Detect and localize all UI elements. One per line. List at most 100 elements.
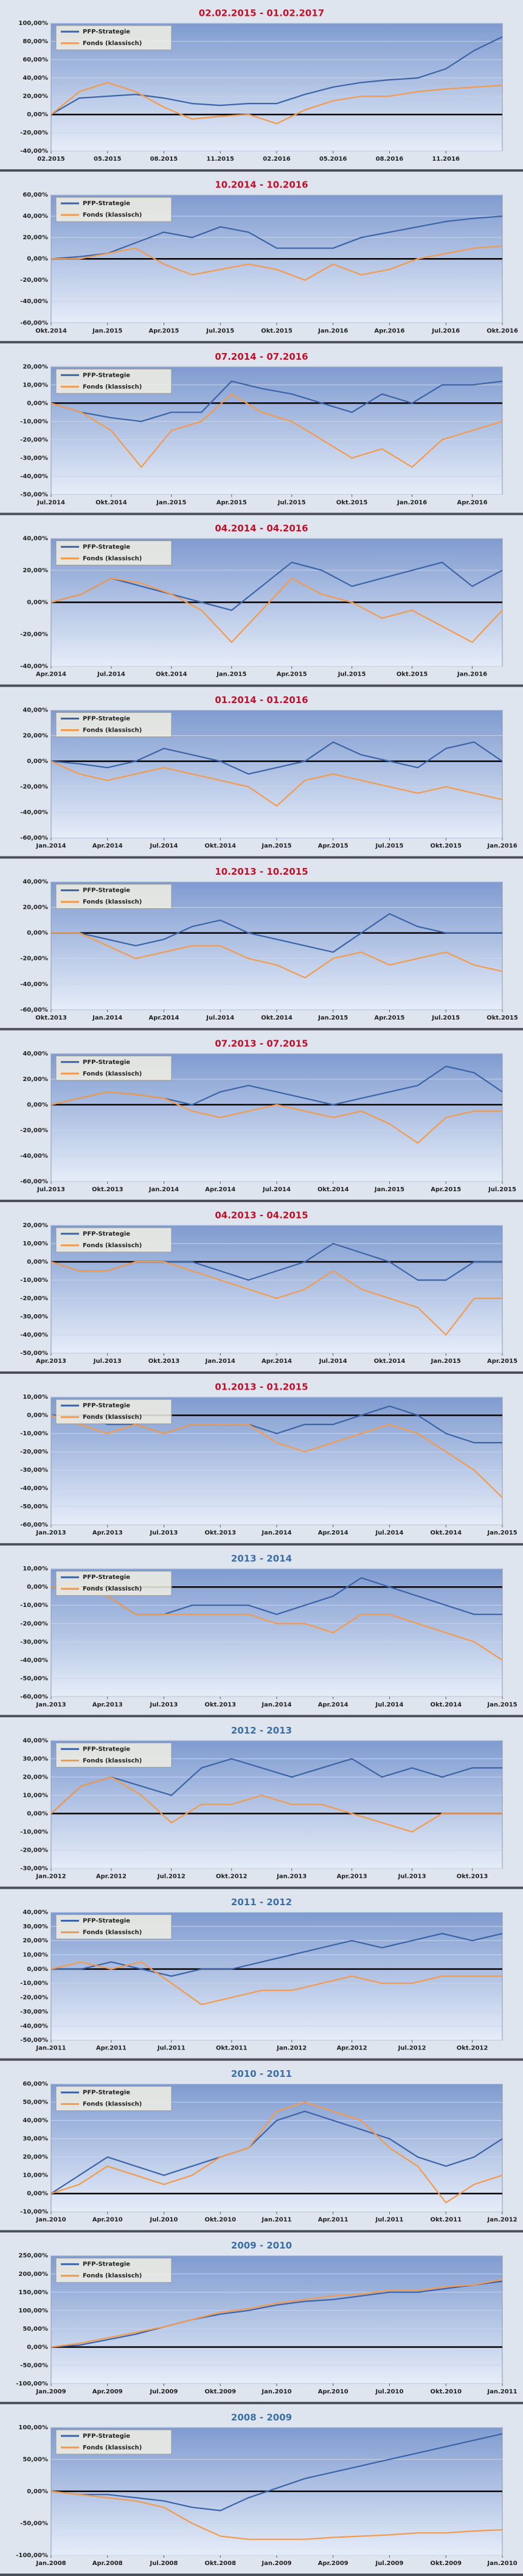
x-tick-label: Apr.2013 [92,1530,123,1536]
y-tick-label: -20,00% [20,784,48,791]
series-line [50,760,503,807]
x-tick-label: Jan.2011 [261,2217,291,2224]
x-tick-label: 02.2016 [263,156,291,163]
legend-box [55,712,172,738]
panel-separator [0,856,523,859]
x-tick-label: Okt.2015 [430,843,462,850]
y-tick-label: 30,00% [23,1755,48,1762]
x-tick-label: Jan.2015 [487,1530,517,1536]
y-tick-label: 10,00% [23,1394,48,1401]
chart-panel: 2010 - 2011 60,00% 50,00% 40,00% 30,00% 20,00… [0,2060,523,2233]
x-tick-label: Okt.2015 [397,671,428,678]
y-tick-label: 10,00% [23,1952,48,1959]
x-tick-label: Okt.2009 [430,2560,462,2567]
y-tick-label: -40,00% [20,981,48,988]
x-tick-label: Okt.2011 [430,2217,462,2224]
chart-panel: 2013 - 2014 10,00% 0,00% -10,00% -20,00% -30,… [0,1545,523,1718]
x-tick-label: Jan.2011 [35,2045,66,2052]
x-tick-label: Jul.2013 [398,1873,426,1880]
x-tick-label: Okt.2014 [35,327,67,334]
series-line [50,215,503,260]
x-tick-label: Jul.2014 [150,843,178,850]
legend-label: Fonds (klassisch) [83,2101,142,2108]
series-line [50,1261,502,1336]
y-tick-label: 40,00% [23,2118,48,2124]
y-tick-label: 60,00% [23,2081,48,2088]
series-line [50,2490,503,2540]
x-tick-label: Apr.2008 [92,2560,123,2567]
chart-title: 04.2014 - 04.2016 [215,523,308,534]
x-tick-label: Jan.2013 [35,1530,66,1536]
y-tick-label: 200,00% [18,2271,48,2278]
x-tick-label: Okt.2013 [148,1358,180,1365]
chart-title: 2010 - 2011 [231,2068,292,2079]
y-tick-label: 0,00% [27,111,48,118]
x-tick-label: Okt.2014 [95,499,127,506]
x-tick-label: Apr.2014 [148,1015,179,1021]
panel-separator [0,1543,523,1546]
series-line [50,1758,502,1815]
x-tick-label: Apr.2009 [92,2389,123,2395]
x-tick-label: Jan.2013 [35,1701,66,1708]
y-tick-label: -50,00% [20,1675,48,1682]
legend: PFP-Strategie Fonds (klassisch) [55,1914,172,1939]
panel-separator [0,1886,523,1889]
legend: PFP-Strategie Fonds (klassisch) [55,1570,172,1596]
y-tick-label: 50,00% [23,2326,48,2333]
panel-separator [0,684,523,687]
legend-label: PFP-Strategie [83,1746,130,1752]
x-tick-label: Jan.2015 [431,1358,461,1365]
x-tick-label: Jan.2016 [397,499,427,506]
chart-panel: 07.2014 - 07.2016 20,00% 10,00% 0,00% -10,00… [0,343,523,516]
y-tick-label: -20,00% [20,130,48,136]
x-tick-label: Jan.2014 [261,1530,291,1536]
y-tick-label: -20,00% [20,1295,48,1302]
legend: PFP-Strategie Fonds (klassisch) [55,1742,172,1768]
legend: PFP-Strategie Fonds (klassisch) [55,884,172,909]
x-tick-label: Okt.2015 [487,1015,518,1021]
x-tick-label: Jul.2009 [375,2560,404,2567]
x-tick-label: Jul.2011 [157,2045,185,2052]
x-tick-label: Okt.2014 [156,671,187,678]
x-tick-label: Jan.2014 [92,1015,122,1021]
legend-box [55,197,172,222]
series-line [50,741,503,775]
chart-title: 01.2013 - 01.2015 [215,1382,308,1393]
y-tick-label: -40,00% [20,2023,48,2029]
x-tick-label: Apr.2015 [374,1015,404,1021]
y-tick-label: -40,00% [20,1332,48,1339]
y-tick-label: -10,00% [20,1430,48,1437]
x-tick-label: Apr.2011 [318,2217,348,2224]
y-tick-label: -20,00% [20,956,48,962]
y-tick-label: 0,00% [27,1412,48,1419]
chart-title: 2013 - 2014 [231,1553,292,1564]
legend-label: Fonds (klassisch) [83,555,142,562]
x-tick-label: Apr.2014 [318,1701,348,1708]
x-tick-label: Okt.2014 [204,843,236,850]
x-tick-label: Okt.2013 [35,1015,67,1021]
y-tick-label: -10,00% [20,1277,48,1284]
x-tick-label: Jul.2012 [157,1873,185,1880]
panel-separator [0,2401,523,2404]
chart-title: 2008 - 2009 [231,2412,292,2423]
series-line [51,1405,502,1444]
panel-separator [0,1371,523,1374]
chart-panel: 10.2014 - 10.2016 60,00% 40,00% 20,00% 0,00%… [0,172,523,344]
x-tick-label: 02.2015 [37,156,65,163]
y-tick-label: 0,00% [27,400,48,407]
legend-label: PFP-Strategie [83,1059,130,1066]
legend-box [55,1914,172,1939]
x-tick-label: Okt.2014 [430,1701,462,1708]
x-tick-label: Jan.2015 [261,843,291,850]
x-tick-label: Apr.2013 [36,1358,66,1365]
x-tick-label: Jul.2015 [488,1186,516,1193]
y-tick-label: -20,00% [20,1995,48,2001]
y-tick-label: 60,00% [23,192,48,198]
y-tick-label: -50,00% [20,1503,48,1510]
chart-title: 2009 - 2010 [231,2240,292,2251]
x-tick-label: Okt.2014 [317,1186,349,1193]
x-tick-label: Okt.2014 [261,1015,293,1021]
x-tick-label: Jan.2013 [276,1873,307,1880]
x-tick-label: Apr.2010 [318,2389,348,2395]
